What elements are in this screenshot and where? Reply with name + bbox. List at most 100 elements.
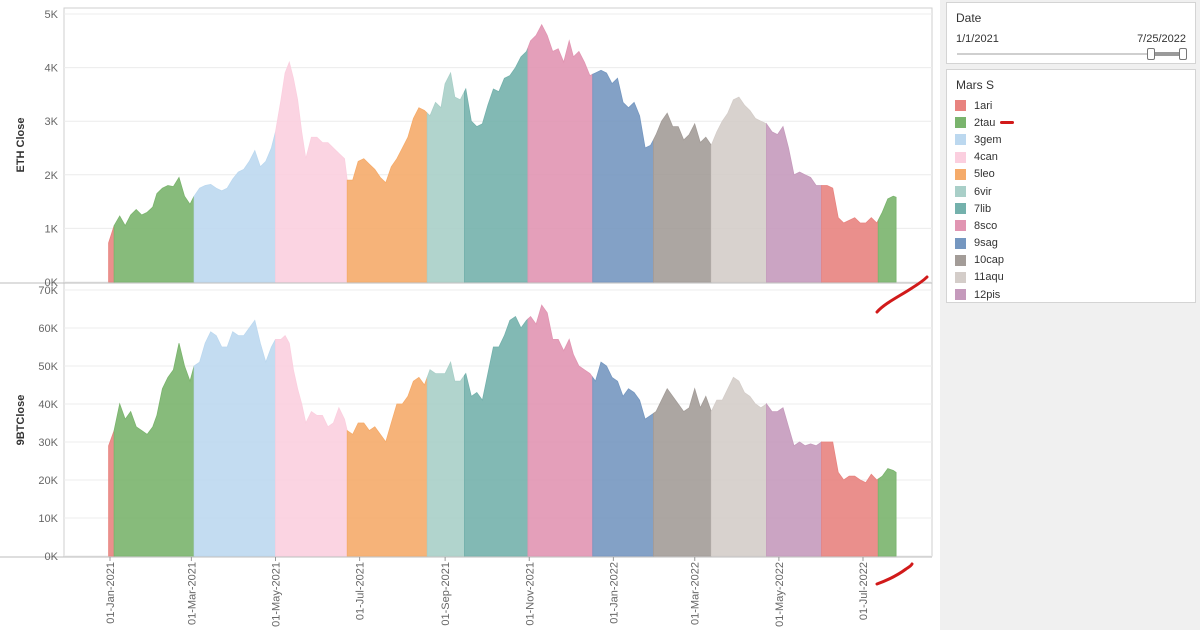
x-tick-label: 01-Jan-2022 xyxy=(608,562,620,624)
legend-label: 3gem xyxy=(974,133,1002,146)
legend-swatch xyxy=(955,100,966,112)
y-tick-label: 30K xyxy=(38,437,58,449)
legend-item[interactable]: 12pis xyxy=(955,286,1004,303)
area-segment-3gem xyxy=(193,319,276,557)
y-axis-title: ETH Close xyxy=(15,117,27,172)
legend-item[interactable]: 8sco xyxy=(955,217,1004,234)
x-tick-label: 01-May-2022 xyxy=(774,562,786,627)
area-segment-10cap xyxy=(653,112,712,283)
area-segment-10cap xyxy=(653,387,712,557)
area-segment-1ari xyxy=(821,441,879,557)
legend-swatch xyxy=(955,237,966,249)
area-segment-11aqu xyxy=(710,96,767,283)
legend-label: 5leo xyxy=(974,168,995,181)
legend-title: Mars S xyxy=(956,78,995,92)
date-filter-card: Date 1/1/2021 7/25/2022 xyxy=(946,2,1196,64)
legend-item[interactable]: 6vir xyxy=(955,183,1004,200)
y-tick-label: 40K xyxy=(38,399,58,411)
area-segment-4can xyxy=(275,60,348,283)
legend-item[interactable]: 4can xyxy=(955,149,1004,166)
legend-item[interactable]: 10cap xyxy=(955,252,1004,269)
legend-swatch xyxy=(955,254,966,266)
legend-card: Mars S 1ari 2tau 3gem 4can 5leo 6vir 7lib 8sco 9… xyxy=(946,69,1196,303)
legend-item[interactable]: 2tau xyxy=(955,114,1004,131)
date-filter-title: Date xyxy=(956,11,982,25)
area-segment-2tau xyxy=(113,176,195,283)
area-segment-2tau xyxy=(877,195,897,283)
y-axis-title: 9BTClose xyxy=(15,395,27,446)
area-segment-3gem xyxy=(193,131,276,283)
legend-swatch xyxy=(955,203,966,215)
area-segment-11aqu xyxy=(710,376,767,557)
date-slider-start-handle[interactable] xyxy=(1147,48,1155,60)
legend-list: 1ari 2tau 3gem 4can 5leo 6vir 7lib 8sco 9sag 10ca… xyxy=(955,97,1004,303)
area-segment-6vir xyxy=(426,360,465,557)
area-segment-9sag xyxy=(592,361,654,557)
y-tick-label: 0K xyxy=(45,551,59,563)
y-tick-label: 2K xyxy=(45,170,59,182)
legend-label: 11aqu xyxy=(974,271,1004,284)
legend-item[interactable]: 1ari xyxy=(955,97,1004,114)
legend-swatch xyxy=(955,151,966,163)
date-slider-end-handle[interactable] xyxy=(1179,48,1187,60)
legend-label: 2tau xyxy=(974,116,996,129)
chart-canvas: 0K 1K 2K 3K 4K 5K ETH Close 0K 10K 20K 30K 40K 50K 60… xyxy=(0,7,933,627)
area-segment-8sco xyxy=(527,23,594,283)
area-segment-8sco xyxy=(527,304,594,557)
legend-label: 4can xyxy=(974,151,998,164)
x-tick-label: 01-Mar-2022 xyxy=(690,562,702,625)
legend-label: 1ari xyxy=(974,99,993,112)
legend-swatch xyxy=(955,289,966,301)
legend-label: 10cap xyxy=(974,254,1004,267)
y-tick-label: 1K xyxy=(45,223,59,235)
legend-swatch xyxy=(955,168,966,180)
x-tick-label: 01-Jan-2021 xyxy=(105,562,117,624)
legend-swatch xyxy=(955,186,966,198)
legend-label: 9sag xyxy=(974,237,998,250)
area-segment-5leo xyxy=(346,107,428,283)
legend-item[interactable]: 9sag xyxy=(955,235,1004,252)
pen-annotation-mark xyxy=(1000,121,1014,124)
legend-label: 6vir xyxy=(974,185,992,198)
area-segment-12pis xyxy=(766,402,822,557)
legend-item[interactable]: 11aqu xyxy=(955,269,1004,286)
area-segment-7lib xyxy=(464,47,529,283)
legend-label: 8sco xyxy=(974,219,998,232)
area-segment-2tau xyxy=(877,468,897,557)
area-segment-2tau xyxy=(113,343,195,557)
x-tick-label: 01-Mar-2021 xyxy=(186,562,198,625)
legend-item[interactable]: 7lib xyxy=(955,200,1004,217)
legend-label: 12pis xyxy=(974,288,1001,301)
y-tick-label: 50K xyxy=(38,361,58,373)
y-tick-label: 70K xyxy=(38,285,58,297)
x-tick-label: 01-Jul-2022 xyxy=(858,562,870,620)
date-slider-track[interactable] xyxy=(957,53,1187,55)
legend-swatch xyxy=(955,220,966,232)
x-tick-label: 01-Sep-2021 xyxy=(440,562,452,626)
y-tick-label: 0K xyxy=(45,277,59,289)
y-tick-label: 60K xyxy=(38,323,58,335)
legend-label: 7lib xyxy=(974,202,992,215)
area-segment-9sag xyxy=(592,69,654,283)
area-segment-4can xyxy=(275,334,348,557)
legend-item[interactable]: 5leo xyxy=(955,166,1004,183)
x-tick-label: 01-Jul-2021 xyxy=(355,562,367,620)
chart-area: 0K 1K 2K 3K 4K 5K ETH Close 0K 10K 20K 30K 40K 50K 60… xyxy=(0,7,933,627)
area-segment-1ari xyxy=(108,430,115,557)
area-segment-1ari xyxy=(821,185,879,283)
area-segment-5leo xyxy=(346,376,428,557)
y-tick-label: 4K xyxy=(45,63,59,75)
legend-item[interactable]: 3gem xyxy=(955,131,1004,148)
legend-swatch xyxy=(955,117,966,129)
date-filter-end: 7/25/2022 xyxy=(1137,33,1186,45)
y-tick-label: 20K xyxy=(38,475,58,487)
side-panel: Date 1/1/2021 7/25/2022 Mars S 1ari 2tau 3… xyxy=(940,0,1200,630)
y-tick-label: 10K xyxy=(38,513,58,525)
y-tick-label: 3K xyxy=(45,116,59,128)
x-tick-label: 01-May-2021 xyxy=(270,562,282,627)
legend-swatch xyxy=(955,134,966,146)
y-tick-label: 5K xyxy=(45,9,59,21)
date-slider-range xyxy=(1148,52,1185,56)
x-tick-label: 01-Nov-2021 xyxy=(524,562,536,626)
legend-swatch xyxy=(955,271,966,283)
